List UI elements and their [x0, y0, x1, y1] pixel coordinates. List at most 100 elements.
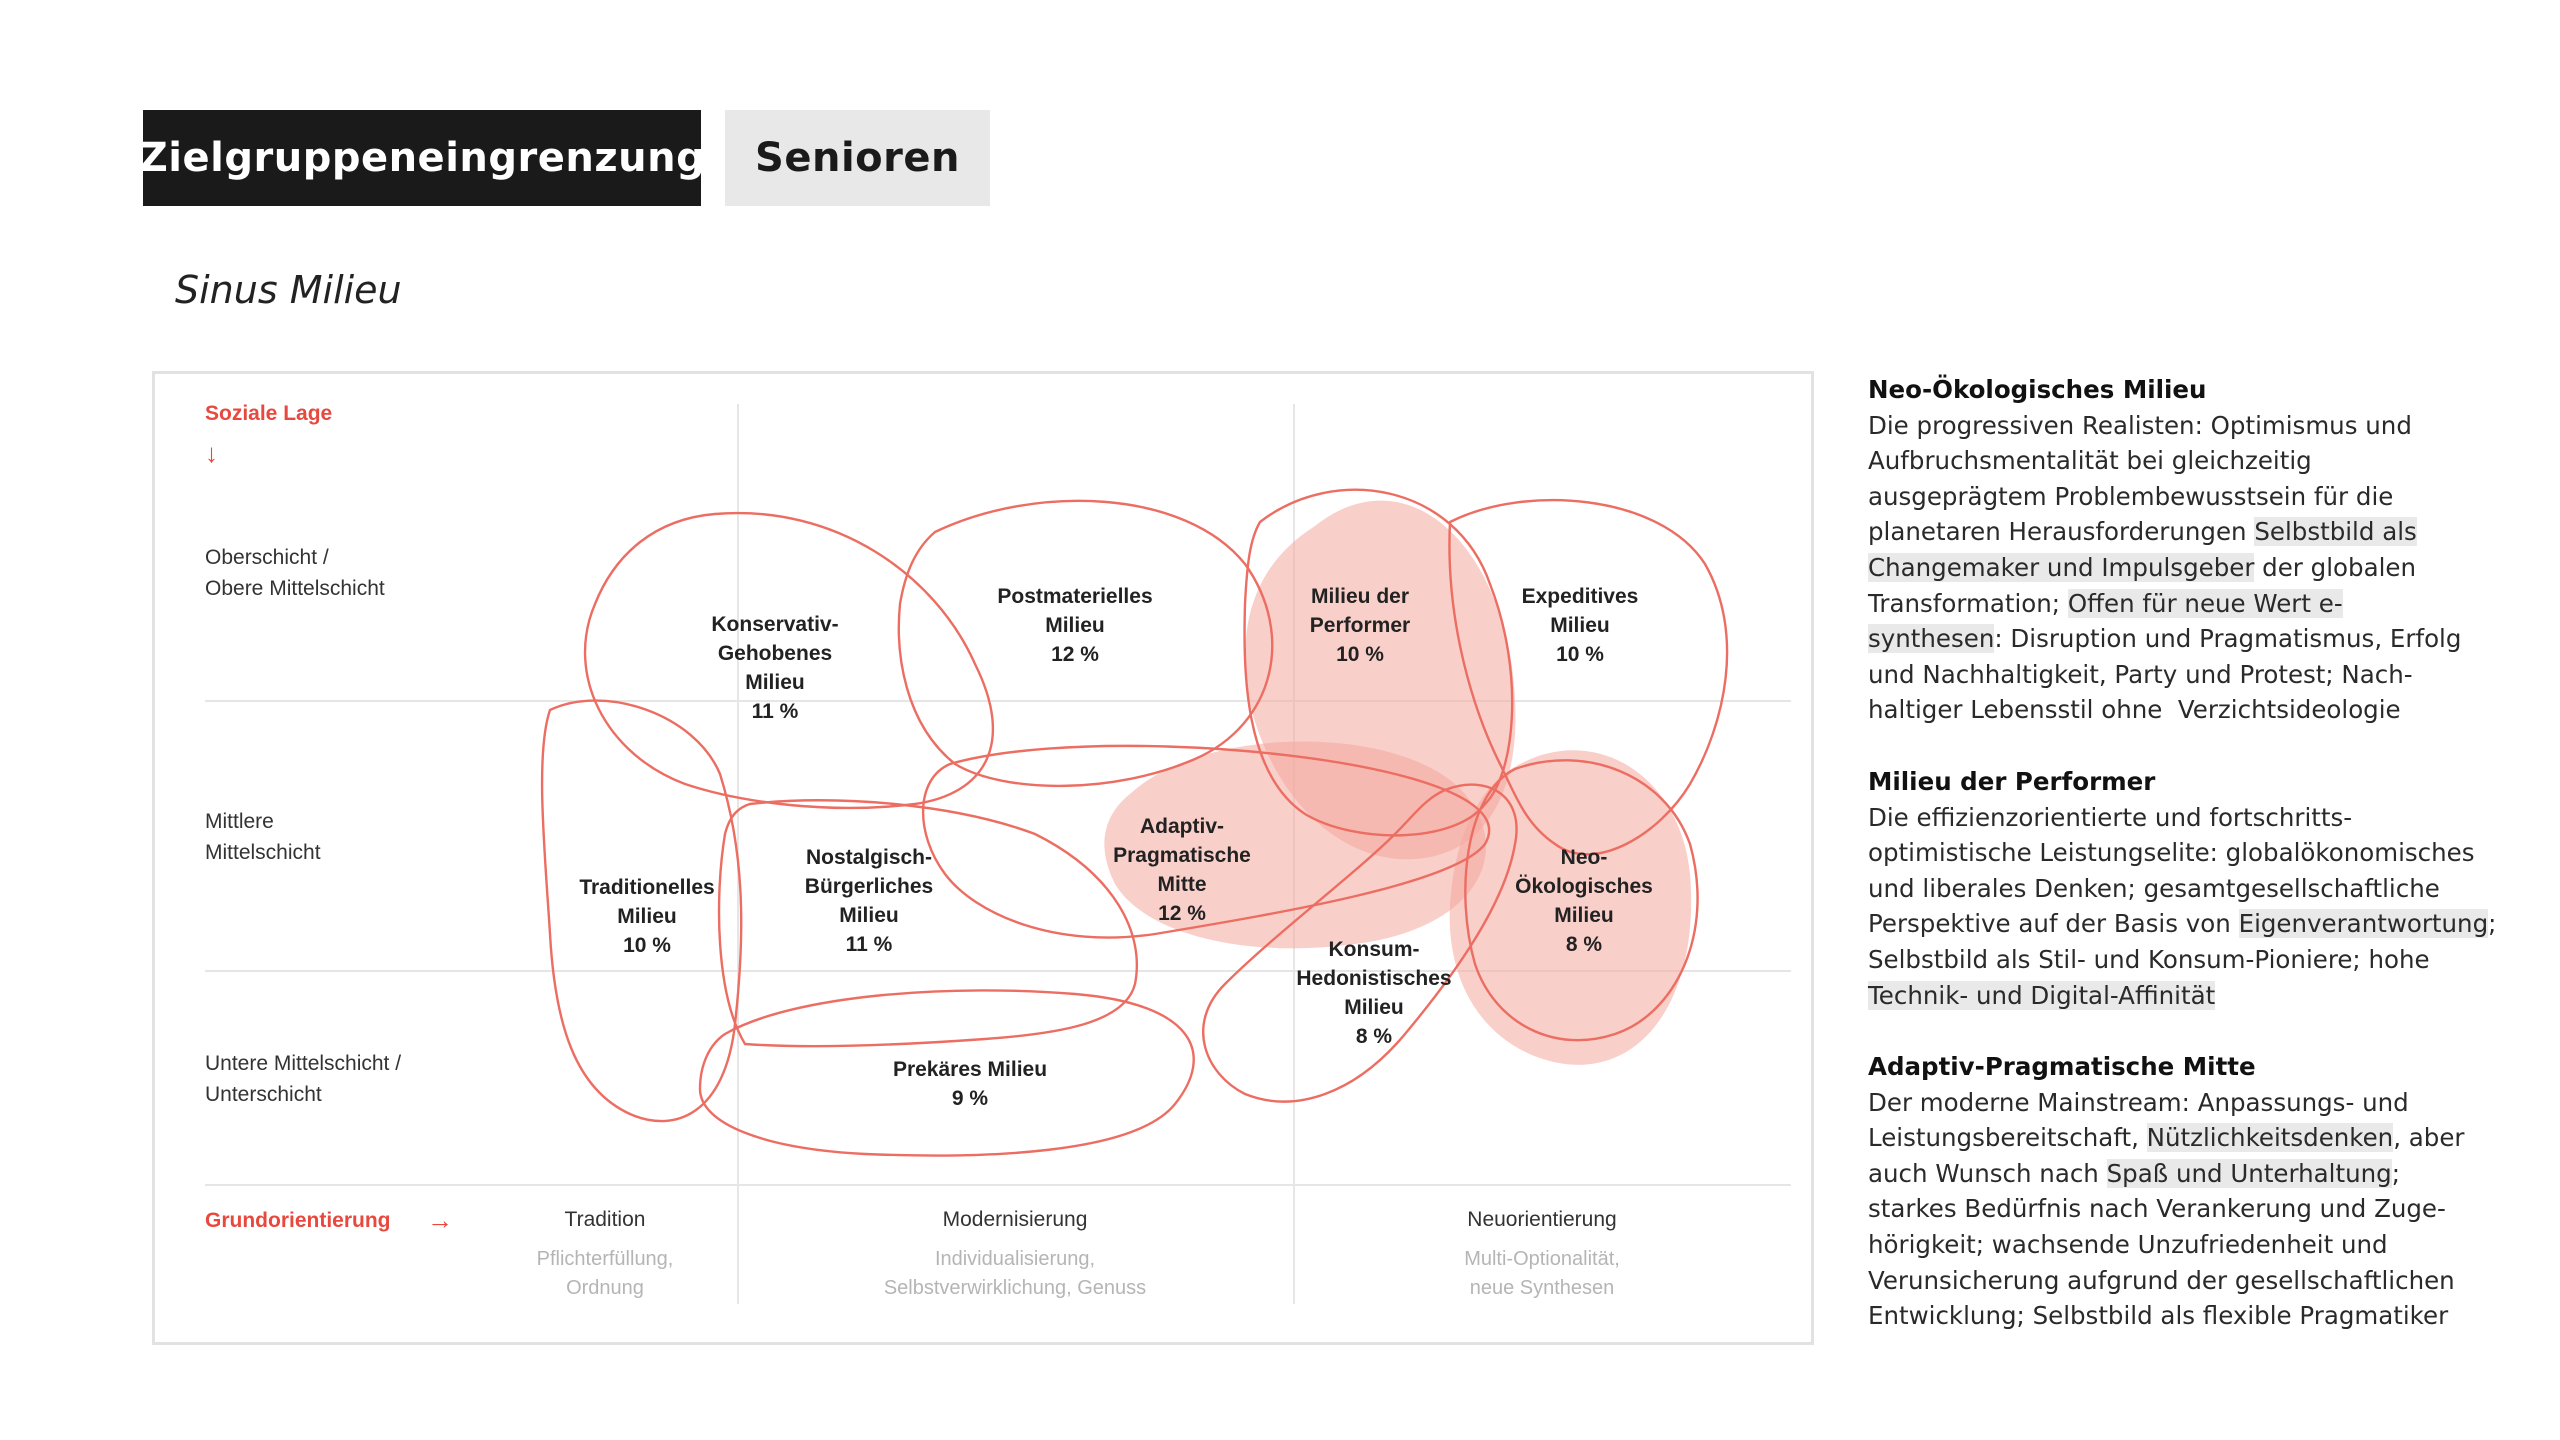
highlighted-phrase: synthesen: [1868, 624, 1995, 654]
y-axis-arrow: ↓: [205, 438, 218, 468]
description-text: Perspektive auf der Basis von: [1868, 909, 2239, 939]
milieu-name: Gehobenes: [718, 642, 832, 665]
column-sub-neuorientierung-1: Multi-Optionalität,: [1464, 1248, 1620, 1270]
x-axis-label: Grundorientierung: [205, 1209, 391, 1232]
milieu-name: Expeditives: [1522, 585, 1639, 608]
milieu-share: 11 %: [846, 933, 893, 956]
outline-konsum-hedonistisches: [1202, 783, 1518, 1103]
description-line: optimistische Leistungselite: globalökon…: [1868, 835, 2474, 871]
area-adaptiv-pragmatische-mitte: [1104, 741, 1487, 949]
milieu-share: 12 %: [1158, 902, 1206, 925]
description-text: ;: [2391, 1158, 2400, 1188]
milieu-name: Traditionelles: [579, 876, 714, 899]
milieu-name: Adaptiv-: [1140, 815, 1224, 838]
milieu-name: Milieu der: [1311, 585, 1409, 608]
description-line: synthesen: Disruption und Pragmatismus, …: [1868, 621, 2468, 657]
description-text: ;: [2488, 909, 2497, 939]
outline-adaptiv-pragmatische: [921, 744, 1491, 939]
highlighted-areas: [1104, 500, 1692, 1065]
milieu-name: Pragmatische: [1113, 844, 1251, 867]
description-text: starkes Bedürfnis nach Verankerung und Z…: [1868, 1194, 2446, 1224]
description-line: Leistungsbereitschaft, Nützlichkeitsdenk…: [1868, 1120, 2468, 1156]
milieu-name: Konsum-: [1329, 938, 1420, 961]
row-label-mittelschicht-2: Mittelschicht: [205, 841, 321, 864]
description-text: ausgeprägtem Problembewusstsein für die: [1868, 481, 2394, 511]
milieu-description: Neo-Ökologisches Milieu Die progressiven …: [1868, 372, 2468, 728]
milieu-description: Adaptiv-Pragmatische Mitte Der moderne Ma…: [1868, 1049, 2468, 1334]
highlighted-phrase: Eigenverantwortung: [2238, 909, 2489, 939]
description-line: Entwicklung; Selbstbild als flexible Pra…: [1868, 1298, 2468, 1334]
milieu-name: Mitte: [1158, 873, 1207, 896]
description-line: Verunsicherung aufgrund der gesellschaft…: [1868, 1263, 2468, 1299]
description-text: Aufbruchsmentalität bei gleichzeitig: [1868, 446, 2312, 476]
row-label-oberschicht-1: Oberschicht /: [205, 546, 329, 569]
column-sub-modernisierung-1: Individualisierung,: [935, 1248, 1095, 1270]
description-text: optimistische Leistungselite: globalökon…: [1868, 838, 2475, 868]
milieu-name: Postmaterielles: [997, 585, 1152, 608]
outline-traditionelles: [540, 699, 743, 1123]
section-subtitle: Sinus Milieu: [175, 268, 402, 312]
milieu-name: Milieu: [745, 671, 805, 694]
column-title-neuorientierung: Neuorientierung: [1467, 1208, 1616, 1231]
description-line: ausgeprägtem Problembewusstsein für die: [1868, 479, 2468, 515]
description-text: , aber: [2393, 1123, 2465, 1153]
milieu-share: 10 %: [623, 934, 671, 957]
milieu-name: Bürgerliches: [805, 875, 933, 898]
milieu-name: Konservativ-: [711, 613, 838, 636]
milieu-name: Prekäres Milieu: [893, 1058, 1047, 1081]
milieu-name: Milieu: [1344, 996, 1404, 1019]
column-title-modernisierung: Modernisierung: [943, 1208, 1088, 1231]
description-panel: Neo-Ökologisches Milieu Die progressiven …: [1868, 372, 2496, 1370]
description-text: Die effizienzorientierte und fortschritt…: [1868, 802, 2353, 832]
description-line: Aufbruchsmentalität bei gleichzeitig: [1868, 443, 2468, 479]
milieu-share: 8 %: [1356, 1025, 1393, 1048]
description-text: Entwicklung; Selbstbild als flexible Pra…: [1868, 1301, 2449, 1331]
description-text: Verunsicherung aufgrund der gesellschaft…: [1868, 1265, 2455, 1295]
description-line: planetaren Herausforderungen Selbstbild …: [1868, 514, 2468, 550]
milieu-name: Milieu: [1550, 614, 1610, 637]
description-line: hörigkeit; wachsende Unzufriedenheit und: [1868, 1227, 2468, 1263]
outline-performer: [1243, 488, 1514, 837]
milieu-share: 10 %: [1556, 643, 1604, 666]
milieu-description-title: Milieu der Performer: [1868, 766, 2156, 796]
milieu-labels: Konservativ- Gehobenes Milieu 11 % Postmater…: [579, 585, 1653, 1110]
description-text: hörigkeit; wachsende Unzufriedenheit und: [1868, 1230, 2388, 1260]
description-line: Der moderne Mainstream: Anpassungs- und: [1868, 1085, 2468, 1121]
tab-zielgruppeneingrenzung[interactable]: Zielgruppeneingrenzung: [139, 110, 705, 206]
outline-nostalgisch-buergerliches: [717, 799, 1139, 1048]
description-line: auch Wunsch nach Spaß und Unterhaltung;: [1868, 1156, 2468, 1192]
description-text: Transformation;: [1868, 588, 2068, 618]
description-text: Der moderne Mainstream: Anpassungs- und: [1868, 1087, 2409, 1117]
description-line: Changemaker und Impulsgeber der globalen: [1868, 550, 2468, 586]
milieu-outlines: [540, 488, 1729, 1157]
milieu-share: 10 %: [1336, 643, 1384, 666]
description-line: starkes Bedürfnis nach Verankerung und Z…: [1868, 1191, 2468, 1227]
outline-neo-oekologisches: [1464, 759, 1699, 1042]
milieu-name: Milieu: [1045, 614, 1105, 637]
description-line: haltiger Lebensstil ohne Verzichtsideolo…: [1868, 692, 2468, 728]
row-label-unterschicht-1: Untere Mittelschicht /: [205, 1052, 401, 1075]
tab-senioren[interactable]: Senioren: [725, 110, 990, 206]
milieu-description-title: Adaptiv-Pragmatische Mitte: [1868, 1052, 2256, 1082]
description-text: Selbstbild als Stil- und Konsum-Pioniere…: [1868, 944, 2430, 974]
milieu-name: Nostalgisch-: [806, 846, 932, 869]
description-text: : Disruption und Pragmatismus, Erfolg: [1994, 624, 2462, 654]
description-line: Technik- und Digital-Affinität: [1868, 978, 2468, 1014]
column-sub-tradition-1: Pflichterfüllung,: [537, 1248, 674, 1270]
highlighted-phrase: Technik- und Digital-Affinität: [1868, 980, 2216, 1010]
milieu-share: 12 %: [1051, 643, 1099, 666]
milieu-name: Milieu: [617, 905, 677, 928]
milieu-name: Neo-: [1561, 846, 1608, 869]
highlighted-phrase: Offen für neue Wert e-: [2067, 588, 2343, 618]
highlighted-phrase: Nützlichkeitsdenken: [2146, 1123, 2394, 1153]
column-sub-modernisierung-2: Selbstverwirklichung, Genuss: [884, 1277, 1146, 1299]
row-label-oberschicht-2: Obere Mittelschicht: [205, 577, 385, 600]
y-axis-label: Soziale Lage: [205, 402, 332, 425]
column-sub-neuorientierung-2: neue Synthesen: [1470, 1277, 1615, 1299]
milieu-description-title: Neo-Ökologisches Milieu: [1868, 375, 2207, 404]
milieu-name: Ökologisches: [1515, 875, 1653, 898]
milieu-name: Milieu: [1554, 904, 1614, 927]
column-title-tradition: Tradition: [565, 1208, 646, 1231]
milieu-name: Performer: [1310, 614, 1410, 637]
description-line: und liberales Denken; gesamtgesellschaft…: [1868, 871, 2468, 907]
